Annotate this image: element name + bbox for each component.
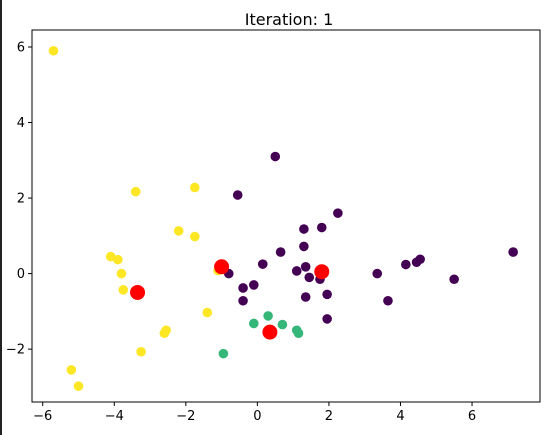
data-point: [66, 365, 77, 375]
data-point: [238, 295, 248, 306]
y-tick-label: −2: [6, 343, 25, 358]
data-point: [232, 190, 243, 200]
centroid-point: [214, 259, 230, 275]
y-tick-label: 2: [17, 192, 25, 207]
x-tick-label: −4: [105, 409, 124, 424]
data-point: [508, 247, 518, 257]
y-tick-label: 4: [17, 116, 25, 131]
data-point: [372, 268, 383, 279]
data-point: [415, 254, 425, 265]
data-point: [113, 254, 123, 265]
data-point: [275, 247, 286, 257]
data-point: [300, 261, 311, 272]
data-point: [401, 259, 411, 270]
data-point: [159, 328, 170, 339]
data-point: [136, 346, 146, 357]
centroid-point: [130, 284, 146, 300]
data-point: [189, 182, 200, 193]
data-point: [322, 289, 332, 300]
chart-title: Iteration: 1: [245, 10, 334, 29]
data-point: [270, 151, 281, 162]
x-tick-label: −2: [176, 409, 195, 424]
centroid-point: [262, 324, 278, 340]
x-tick-label: 4: [396, 409, 404, 424]
x-axis: −6 −4 −2 0 2 4 6: [33, 402, 476, 424]
centroid-point: [314, 264, 330, 280]
data-point: [333, 208, 343, 218]
data-point: [48, 45, 59, 56]
data-point: [299, 224, 309, 234]
data-point: [263, 311, 273, 321]
window-left-edge: [0, 0, 2, 435]
centroid-points: [130, 259, 330, 340]
y-axis: −2 0 2 4 6: [6, 40, 32, 358]
data-point: [304, 272, 315, 283]
data-point: [291, 266, 302, 276]
data-point: [299, 241, 309, 252]
data-point: [238, 283, 248, 293]
x-tick-label: 0: [253, 409, 261, 424]
data-point: [316, 222, 327, 233]
data-point: [173, 226, 184, 236]
data-point: [73, 381, 84, 391]
data-point: [116, 268, 127, 279]
data-point: [189, 231, 200, 242]
data-point: [249, 318, 259, 329]
data-point: [130, 186, 141, 197]
data-point: [449, 274, 459, 285]
data-point: [202, 307, 213, 318]
x-tick-label: 2: [325, 409, 333, 424]
data-point: [257, 259, 268, 269]
y-tick-label: 6: [17, 40, 25, 55]
x-tick-label: 6: [468, 409, 476, 424]
data-point: [300, 292, 311, 302]
x-tick-label: −6: [33, 409, 52, 424]
data-point: [218, 348, 229, 359]
data-point: [322, 314, 332, 324]
data-point: [118, 285, 129, 295]
data-points: [48, 45, 518, 391]
data-point: [383, 295, 393, 306]
data-point: [249, 280, 259, 290]
y-tick-label: 0: [17, 267, 25, 282]
data-point: [277, 319, 288, 330]
data-point: [293, 328, 304, 339]
plot-frame: [31, 29, 541, 403]
